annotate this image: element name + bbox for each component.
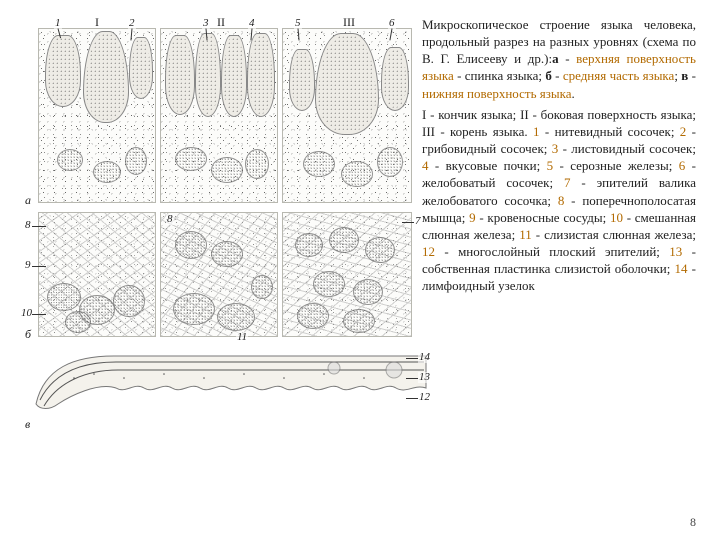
- figure-caption: Микроскопическое строение языка человека…: [416, 16, 696, 532]
- label-roman-3: III: [342, 16, 356, 28]
- callout-12: 12: [418, 392, 431, 403]
- callout-13: 13: [418, 372, 431, 383]
- caption-a-tail: - спинка языка;: [454, 68, 546, 83]
- callout-8b: 8: [166, 214, 174, 225]
- callout-6: 6: [388, 18, 396, 29]
- callout-4: 4: [248, 18, 256, 29]
- callout-3: 3: [202, 18, 210, 29]
- callout-7: 7: [414, 216, 422, 227]
- callout-5: 5: [294, 18, 302, 29]
- label-side-a: а: [24, 194, 32, 206]
- callout-8a: 8: [24, 220, 32, 231]
- label-roman-2: II: [216, 16, 226, 28]
- histology-figure: I II III а б в 1 2 3 4 5 6 8 9 10 8 11 7: [16, 16, 416, 456]
- callout-11: 11: [236, 332, 248, 343]
- label-roman-1: I: [94, 16, 100, 28]
- caption-v-accent: нижняя поверхность языка: [422, 86, 572, 101]
- callout-9: 9: [24, 260, 32, 271]
- label-side-v: в: [24, 418, 31, 430]
- page-number: 8: [690, 515, 696, 530]
- callout-14: 14: [418, 352, 431, 363]
- label-side-b: б: [24, 328, 32, 340]
- caption-b-accent: средняя часть языка: [563, 68, 675, 83]
- row-v-strip: [34, 348, 430, 436]
- callout-2: 2: [128, 18, 136, 29]
